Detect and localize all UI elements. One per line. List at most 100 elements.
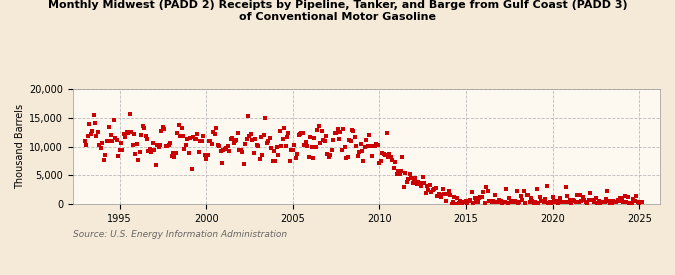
Point (328, 138, 339, 142)
Point (393, 169, 404, 173)
Point (427, 188, 438, 192)
Point (130, 152, 141, 156)
Point (261, 141, 272, 145)
Point (176, 126, 187, 130)
Point (566, 200, 576, 205)
Point (276, 144, 287, 148)
Point (273, 153, 284, 158)
Point (579, 198, 590, 202)
Point (224, 148, 235, 153)
Point (162, 144, 173, 148)
Point (240, 142, 250, 146)
Point (119, 131, 130, 136)
Point (101, 139, 112, 144)
Point (86, 129, 97, 133)
Point (452, 196, 463, 200)
Point (454, 201, 464, 205)
Point (417, 175, 428, 179)
Point (484, 199, 495, 204)
Point (279, 126, 290, 131)
Point (202, 153, 213, 157)
Point (232, 130, 243, 135)
Point (316, 129, 327, 134)
Point (182, 136, 193, 141)
Point (491, 200, 502, 204)
Point (546, 201, 557, 205)
Point (573, 200, 584, 204)
Point (312, 128, 323, 132)
Point (556, 200, 566, 204)
Point (514, 200, 524, 204)
Point (136, 133, 146, 137)
Point (422, 184, 433, 188)
Point (281, 135, 292, 140)
Point (323, 155, 334, 160)
Point (152, 143, 163, 147)
Point (166, 154, 177, 158)
Point (105, 133, 116, 138)
Point (358, 159, 369, 163)
Point (578, 195, 589, 199)
Point (127, 143, 138, 147)
Point (526, 196, 537, 200)
Point (385, 155, 396, 159)
Point (635, 200, 646, 204)
Point (475, 195, 486, 200)
Point (289, 143, 300, 147)
Point (371, 142, 382, 146)
Point (80, 139, 90, 144)
Point (175, 133, 186, 138)
Point (624, 200, 634, 205)
Point (458, 200, 468, 204)
Point (348, 129, 359, 133)
Point (178, 134, 188, 139)
Point (123, 131, 134, 135)
Point (92, 130, 103, 134)
Point (551, 199, 562, 204)
Point (466, 189, 477, 194)
Point (257, 153, 268, 157)
Point (608, 199, 618, 204)
Point (593, 199, 604, 204)
Point (495, 198, 506, 203)
Point (501, 186, 512, 191)
Point (242, 114, 253, 118)
Point (591, 196, 601, 200)
Point (611, 200, 622, 204)
Point (459, 200, 470, 204)
Point (153, 145, 164, 149)
Point (265, 136, 275, 141)
Point (336, 148, 347, 152)
Point (585, 191, 595, 195)
Point (626, 200, 637, 205)
Point (95, 146, 106, 150)
Point (445, 193, 456, 197)
Point (137, 124, 148, 128)
Point (553, 201, 564, 205)
Point (308, 155, 319, 160)
Point (335, 130, 346, 134)
Point (541, 184, 552, 188)
Point (207, 141, 217, 146)
Point (277, 136, 288, 141)
Point (510, 198, 520, 203)
Point (302, 143, 313, 148)
Point (603, 199, 614, 204)
Point (533, 201, 543, 205)
Point (464, 199, 475, 204)
Point (113, 153, 124, 158)
Point (198, 134, 209, 138)
Point (586, 198, 597, 203)
Point (414, 181, 425, 185)
Point (237, 150, 248, 154)
Point (234, 147, 245, 152)
Point (266, 145, 277, 150)
Point (518, 189, 529, 193)
Point (558, 200, 568, 205)
Point (204, 138, 215, 143)
Point (469, 196, 480, 200)
Point (122, 129, 132, 134)
Point (478, 189, 489, 194)
Point (559, 200, 570, 204)
Point (539, 200, 549, 204)
